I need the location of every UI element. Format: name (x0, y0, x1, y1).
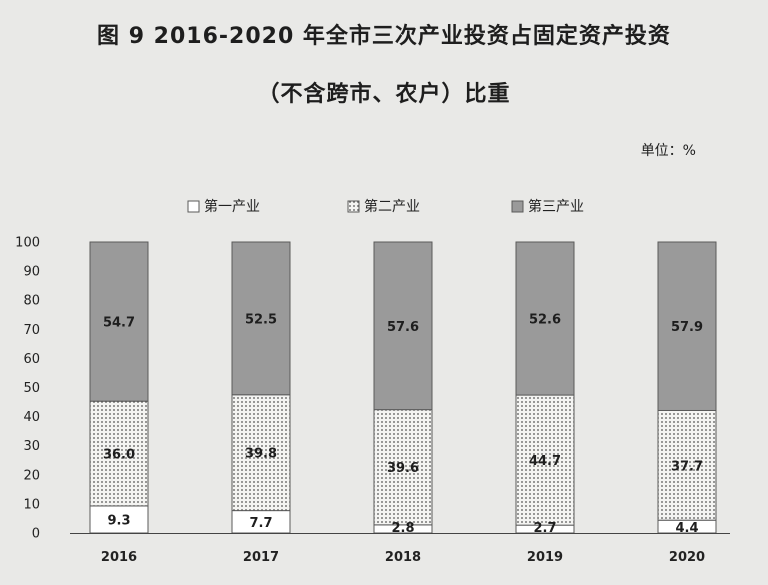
y-tick-label: 50 (23, 381, 40, 396)
bar-segment (231, 241, 291, 396)
x-tick-label: 2018 (385, 550, 421, 565)
legend-label: 第一产业 (204, 198, 260, 215)
chart-title-line2: （不含跨市、农户）比重 (257, 82, 511, 107)
x-tick-label: 2019 (527, 550, 563, 565)
data-label: 36.0 (103, 448, 135, 463)
data-label: 54.7 (103, 316, 135, 331)
bar-segment (373, 241, 433, 411)
y-tick-label: 100 (15, 236, 40, 251)
data-label: 57.6 (387, 320, 419, 335)
x-tick-label: 2016 (101, 550, 137, 565)
bar-segment (515, 394, 575, 526)
bar-segment (89, 241, 149, 402)
data-label: 44.7 (529, 454, 561, 469)
bar-segment (89, 505, 149, 534)
y-tick-label: 90 (23, 265, 40, 280)
y-tick-label: 60 (23, 352, 40, 367)
data-label: 52.5 (245, 312, 277, 327)
data-label: 2.7 (533, 521, 556, 536)
unit-label: 单位：% (640, 143, 696, 159)
bar-segment (657, 241, 717, 411)
y-tick-label: 70 (23, 323, 40, 338)
data-label: 4.4 (675, 521, 698, 536)
legend-label: 第三产业 (528, 198, 584, 215)
x-tick-label: 2017 (243, 550, 279, 565)
y-tick-label: 40 (23, 410, 40, 425)
data-label: 37.7 (671, 459, 703, 474)
bars: 9.3 36.0 54.7 7.7 39.8 52.5 2.8 39.6 57.6 2.7 44.7… (70, 241, 730, 536)
legend-label: 第二产业 (364, 198, 420, 215)
y-axis: 0 10 20 30 40 50 60 70 80 90 100 (15, 236, 40, 542)
data-label: 2.8 (391, 521, 414, 536)
legend-swatch (511, 200, 524, 213)
data-label: 52.6 (529, 313, 561, 328)
x-axis: 2016 2017 2018 2019 2020 (101, 550, 705, 565)
bar-segment (515, 241, 575, 396)
legend-swatch (187, 200, 200, 213)
x-tick-label: 2020 (669, 550, 705, 565)
y-tick-label: 30 (23, 439, 40, 454)
data-label: 39.8 (245, 447, 277, 462)
y-tick-label: 0 (32, 527, 40, 542)
data-label: 39.6 (387, 461, 419, 476)
legend: 第一产业 第二产业 第三产业 (187, 198, 584, 215)
data-label: 7.7 (249, 516, 272, 531)
y-tick-label: 20 (23, 468, 40, 483)
bar-segment (657, 409, 717, 521)
bar-segment (231, 394, 291, 512)
data-label: 9.3 (107, 513, 130, 528)
y-tick-label: 80 (23, 294, 40, 309)
data-label: 57.9 (671, 320, 703, 335)
bar-segment (89, 400, 149, 507)
chart-title: 图 9 2016-2020 年全市三次产业投资占固定资产投资 (97, 24, 671, 49)
y-tick-label: 10 (23, 497, 40, 512)
legend-swatch (347, 200, 360, 213)
